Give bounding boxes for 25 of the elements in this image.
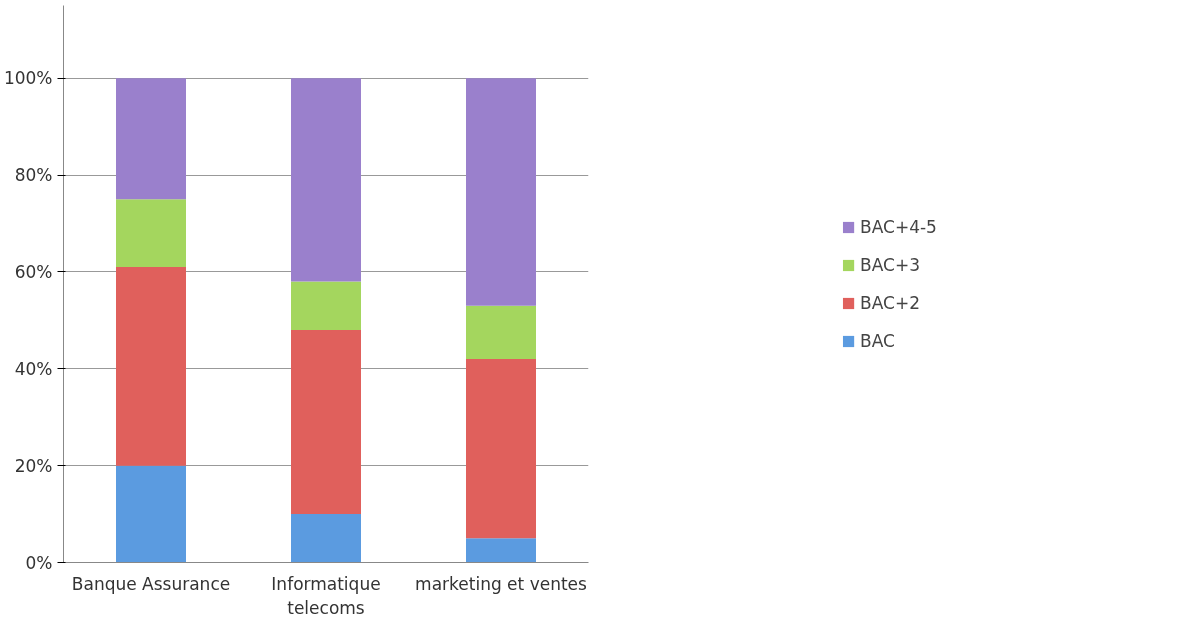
bar [291,78,361,282]
x-tick-label: Informatique telecoms [271,573,381,618]
bar [291,281,361,331]
y-tick-label: 40% [14,358,53,379]
legend-label: BAC+4-5 [860,216,937,237]
y-tick-label: 0% [25,552,53,573]
y-tick-label: 100% [3,68,53,89]
legend-label: BAC+2 [860,292,920,313]
bar [116,267,186,466]
legend-label: BAC+3 [860,254,920,275]
y-tick-label: 60% [14,261,53,282]
bar [116,78,186,200]
bar [291,330,361,515]
bar [291,514,361,563]
bar [466,78,536,306]
bar [466,538,536,563]
bar [116,199,186,268]
x-tick-label: marketing et ventes [415,573,588,594]
y-tick-label: 20% [14,455,53,476]
legend-label: BAC [860,330,895,351]
bar [466,305,536,360]
y-tick-label: 80% [14,165,53,186]
x-tick-label: Banque Assurance [71,573,231,594]
bar [116,465,186,563]
bar [466,359,536,539]
